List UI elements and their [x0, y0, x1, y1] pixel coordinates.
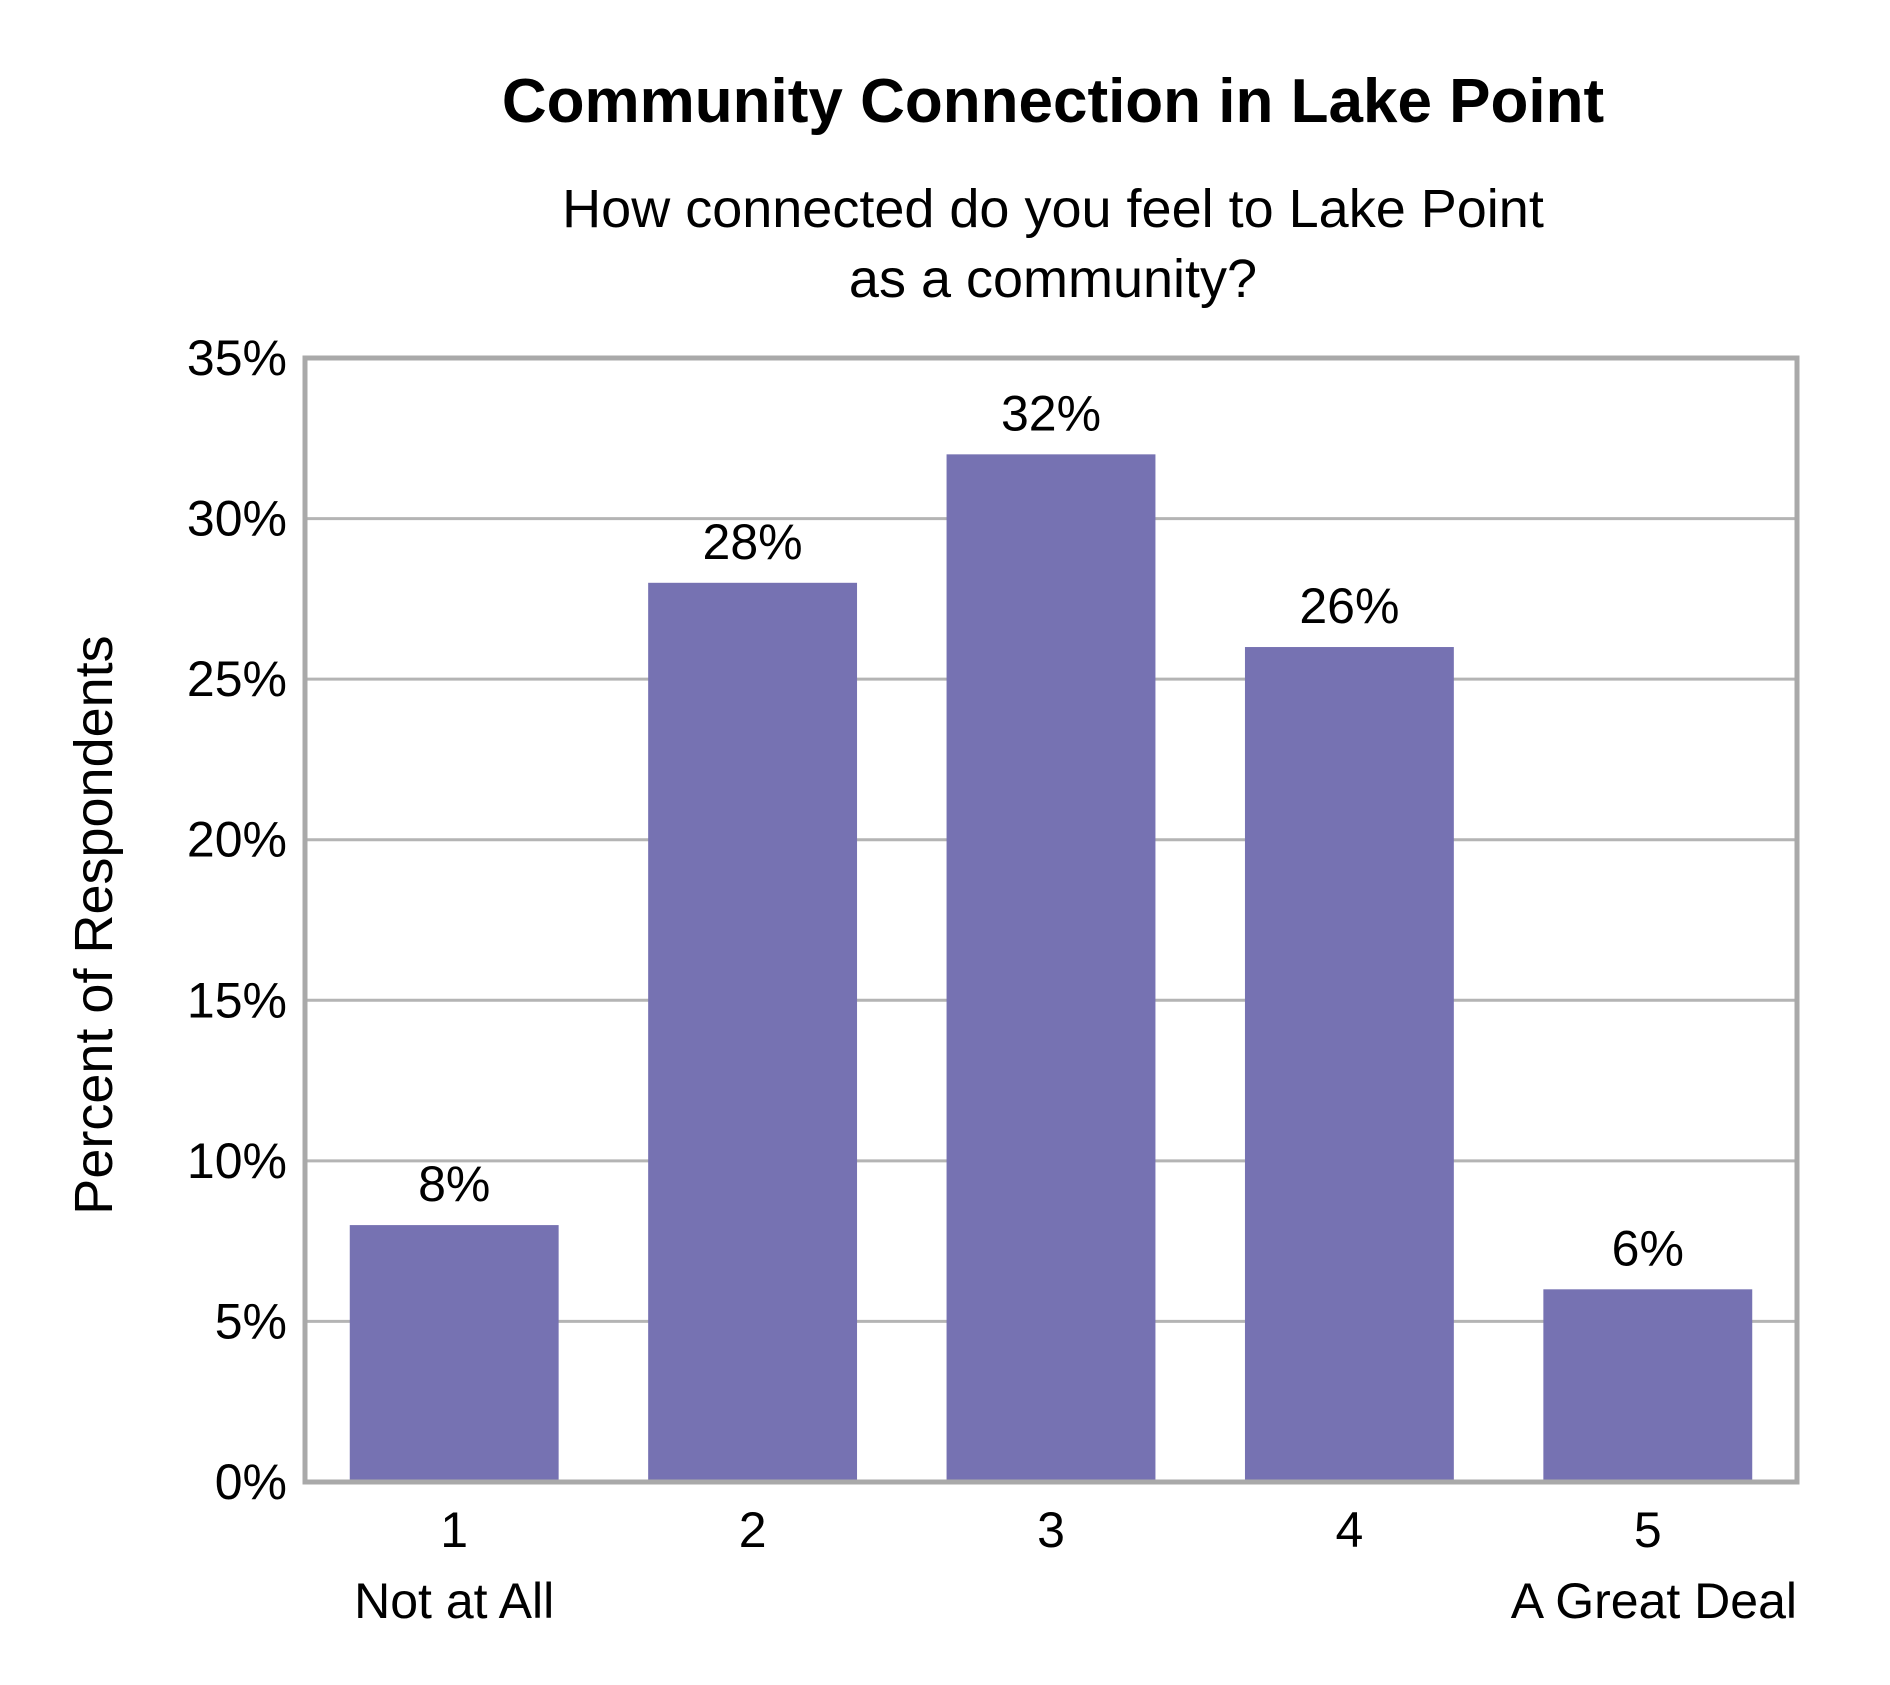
- bars: [349, 454, 1753, 1482]
- y-tick-label: 0%: [215, 1454, 287, 1510]
- y-tick-label: 15%: [187, 972, 287, 1028]
- data-label-4: 26%: [1299, 578, 1399, 634]
- x-tick-label-4: 4: [1335, 1502, 1363, 1558]
- y-tick-label: 5%: [215, 1293, 287, 1349]
- bar-4: [1244, 647, 1454, 1482]
- chart-title: Community Connection in Lake Point: [502, 67, 1604, 136]
- y-tick-label: 10%: [187, 1133, 287, 1189]
- bar-5: [1543, 1289, 1753, 1482]
- y-axis-label: Percent of Respondents: [64, 635, 124, 1214]
- y-tick-label: 35%: [187, 330, 287, 386]
- x-category-labels: 1 2 3 4 5 Not at All A Great Deal: [354, 1502, 1797, 1629]
- y-tick-label: 25%: [187, 651, 287, 707]
- data-label-1: 8%: [418, 1156, 490, 1212]
- data-label-3: 32%: [1001, 385, 1101, 441]
- x-sublabel-5: A Great Deal: [1511, 1573, 1797, 1629]
- x-tick-label-3: 3: [1037, 1502, 1065, 1558]
- x-tick-label-2: 2: [739, 1502, 767, 1558]
- x-tick-label-5: 5: [1634, 1502, 1662, 1558]
- bar-2: [648, 582, 858, 1482]
- data-label-2: 28%: [703, 514, 803, 570]
- y-tick-label: 20%: [187, 812, 287, 868]
- chart-subtitle-line-1: How connected do you feel to Lake Point: [562, 179, 1544, 239]
- plot-border: [302, 355, 1800, 1485]
- plot-frame: [302, 355, 1800, 1485]
- x-tick-label-1: 1: [440, 1502, 468, 1558]
- bar-3: [946, 454, 1156, 1482]
- data-label-5: 6%: [1612, 1220, 1684, 1276]
- chart-subtitle-line-2: as a community?: [849, 249, 1257, 309]
- y-tick-labels: 0% 5% 10% 15% 20% 25% 30% 35%: [187, 330, 287, 1510]
- bar-1: [349, 1225, 559, 1482]
- y-tick-label: 30%: [187, 491, 287, 547]
- data-labels: 8% 28% 32% 26% 6%: [418, 385, 1684, 1276]
- x-sublabel-1: Not at All: [354, 1573, 554, 1629]
